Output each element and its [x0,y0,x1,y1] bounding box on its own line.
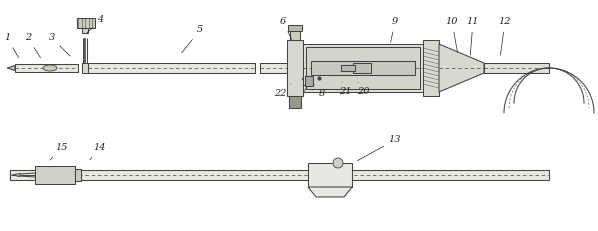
Bar [353,63,371,73]
Bar [287,40,303,96]
Bar [77,18,95,28]
Bar [341,65,355,71]
Text: 14: 14 [90,143,106,160]
Polygon shape [12,173,20,176]
Text: 10: 10 [446,18,458,52]
Text: 15: 15 [50,143,68,160]
Polygon shape [7,66,15,70]
Text: 1: 1 [4,33,19,58]
Bar [308,163,352,187]
Bar [311,61,415,75]
Text: 9: 9 [390,18,398,42]
Text: 2: 2 [25,33,41,58]
Polygon shape [439,44,484,92]
Text: 6: 6 [280,18,292,40]
Text: 13: 13 [358,136,401,161]
Bar [288,25,302,31]
Bar [10,170,549,180]
Bar [75,169,81,181]
Bar [423,40,439,96]
Bar [15,64,78,72]
Bar [306,47,420,89]
Polygon shape [308,187,352,197]
Text: 20: 20 [357,82,369,97]
Text: 3: 3 [49,33,70,56]
Bar [484,63,549,73]
Text: 8: 8 [312,82,325,97]
Text: 11: 11 [467,18,479,55]
Bar [82,28,88,33]
Text: 4: 4 [87,15,103,33]
Bar [82,63,88,73]
Bar [35,166,75,184]
Bar [290,30,300,40]
Circle shape [333,158,343,168]
Bar [260,63,287,73]
Text: 7: 7 [302,78,308,94]
Bar [305,76,313,86]
Bar [88,63,255,73]
Ellipse shape [43,65,57,71]
Text: 5: 5 [182,25,203,53]
Text: 12: 12 [499,18,511,55]
Text: 22: 22 [274,84,291,97]
Bar [303,44,423,92]
Text: 21: 21 [338,82,351,97]
Bar [289,96,301,108]
